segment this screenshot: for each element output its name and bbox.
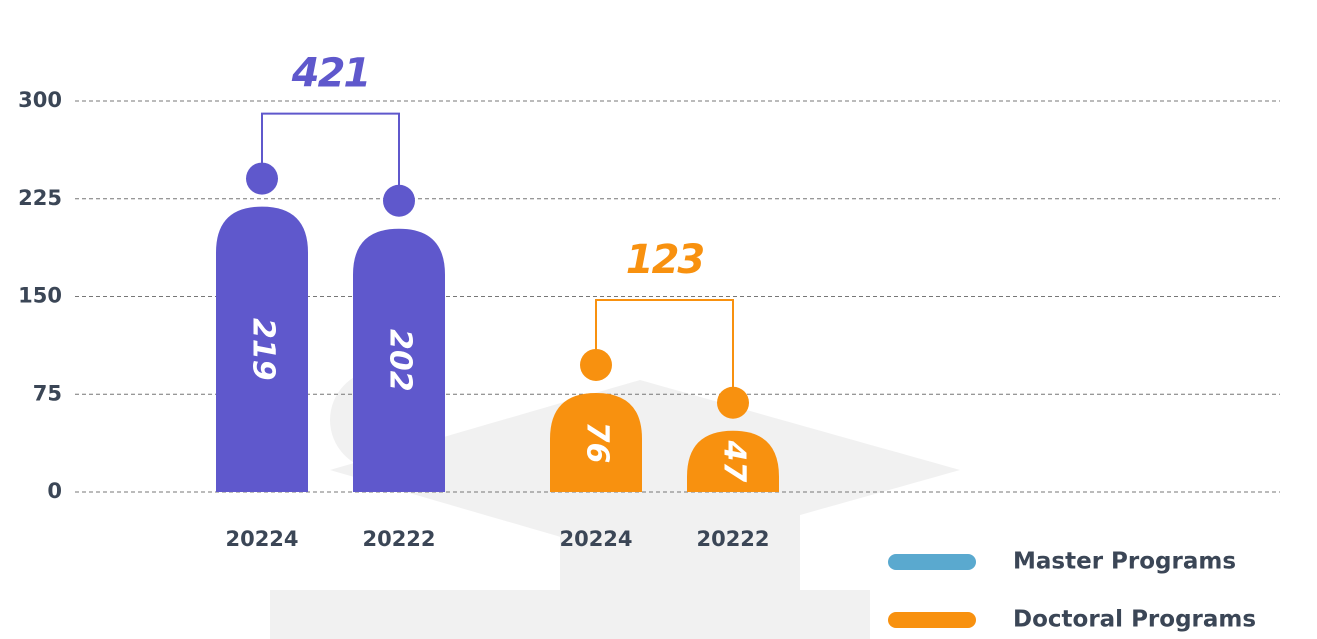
y-tick-label: 0 (47, 479, 62, 503)
bar (550, 392, 642, 492)
background-cap (270, 370, 960, 639)
legend-label: Master Programs (1013, 549, 1236, 575)
y-tick-label: 300 (18, 88, 62, 112)
value-label: 47 (717, 439, 752, 482)
value-label: 219 (246, 318, 281, 381)
y-tick-label: 150 (18, 284, 62, 308)
bar (687, 430, 779, 492)
y-tick-label: 225 (18, 186, 62, 210)
legend-swatch (888, 554, 976, 570)
legend-label: Doctoral Programs (1013, 607, 1256, 633)
bar (216, 206, 308, 492)
bar (353, 228, 445, 492)
total-label: 421 (291, 51, 370, 97)
total-label: 123 (626, 237, 704, 283)
x-tick-label: 20224 (225, 527, 298, 551)
x-tick-label: 20224 (559, 527, 632, 551)
bracket (261, 112, 400, 201)
bracket (595, 298, 734, 403)
x-tick-label: 20222 (362, 527, 435, 551)
value-label: 202 (383, 329, 418, 392)
value-label: 76 (580, 422, 615, 464)
y-tick-label: 75 (33, 381, 62, 405)
legend-swatch (888, 612, 976, 628)
x-tick-label: 20222 (696, 527, 769, 551)
